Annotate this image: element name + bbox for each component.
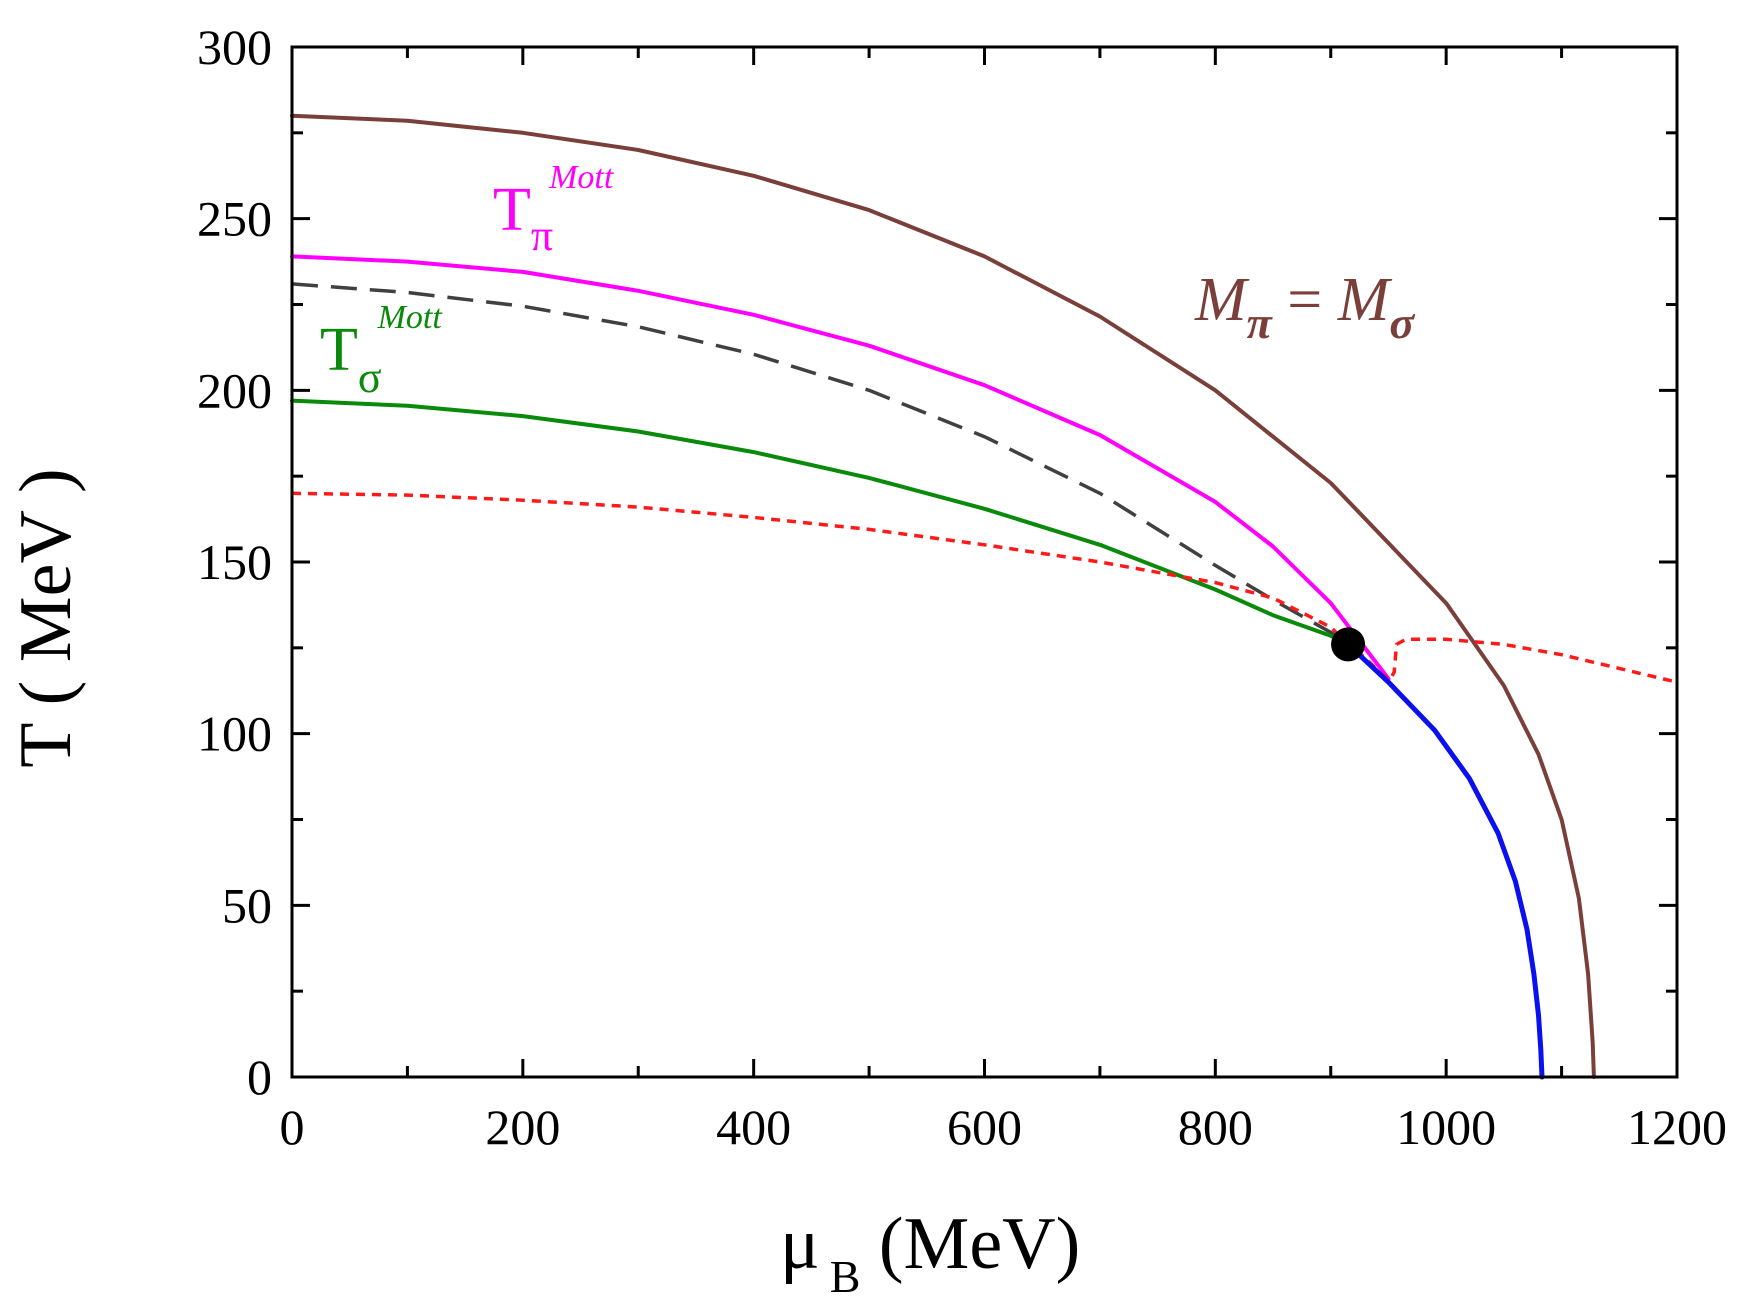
- series-line-dashed-crossover: [291, 282, 1350, 646]
- y-tick-label: 0: [247, 1049, 272, 1105]
- x-axis-title-rest: (MeV): [860, 1203, 1080, 1285]
- annotation-mass-right-sub: σ: [1389, 297, 1415, 348]
- annotation-mott-sigma: Tσ Mott: [320, 299, 443, 402]
- x-axis-title-main: μ: [780, 1203, 820, 1285]
- series-line-m-pi-m-sigma: [290, 113, 1596, 1079]
- annotation-mass-right: M: [1337, 266, 1393, 334]
- annotation-mott-pi-sup: Mott: [548, 159, 615, 196]
- y-tick-label: 150: [197, 534, 272, 590]
- annotation-mott-pi-base: T: [493, 176, 531, 244]
- series-line-t-pi-mott: [290, 254, 1391, 681]
- annotation-mass-eq: =: [1272, 266, 1338, 334]
- x-tick-label: 1000: [1396, 1099, 1496, 1155]
- y-tick-label: 100: [197, 706, 272, 762]
- y-tick-label: 250: [197, 191, 272, 247]
- annotation-mass-equality: Mπ = Mσ: [1194, 266, 1415, 348]
- x-tick-label: 400: [716, 1099, 791, 1155]
- x-tick-label: 200: [485, 1099, 560, 1155]
- series-line-red-dotted: [291, 491, 1678, 684]
- y-axis-title: T ( MeV ): [5, 468, 87, 767]
- series-layer: [290, 113, 1678, 1080]
- x-tick-label: 800: [1178, 1099, 1253, 1155]
- annotation-mott-pi: Tπ Mott: [493, 159, 615, 260]
- annotation-mass-left: M: [1194, 266, 1250, 334]
- plot-frame: [290, 45, 1679, 1079]
- y-tick-label: 200: [197, 362, 272, 418]
- annotation-mott-sigma-sup: Mott: [377, 299, 444, 336]
- series-line-first-order-line: [1345, 641, 1545, 1080]
- y-tick-label: 300: [197, 19, 272, 75]
- y-tick-label: 50: [222, 877, 272, 933]
- point-layer: [1331, 627, 1366, 662]
- ticks-layer: 0 200 400 600 800 1000 1200 0 50 100 150 200 250 300: [197, 19, 1727, 1155]
- annotation-mott-sigma-sub: σ: [358, 353, 382, 402]
- annotation-mott-pi-sub: π: [531, 211, 553, 260]
- annotation-mott-sigma-base: T: [320, 316, 358, 384]
- critical-point-marker: [1331, 627, 1366, 662]
- x-axis-title-sub: B: [830, 1251, 861, 1302]
- x-tick-label: 0: [280, 1099, 305, 1155]
- annotation-mass-left-sub: π: [1247, 297, 1274, 348]
- series-line-t-sigma-mott: [290, 398, 1351, 647]
- x-tick-label: 1200: [1627, 1099, 1727, 1155]
- x-tick-label: 600: [947, 1099, 1022, 1155]
